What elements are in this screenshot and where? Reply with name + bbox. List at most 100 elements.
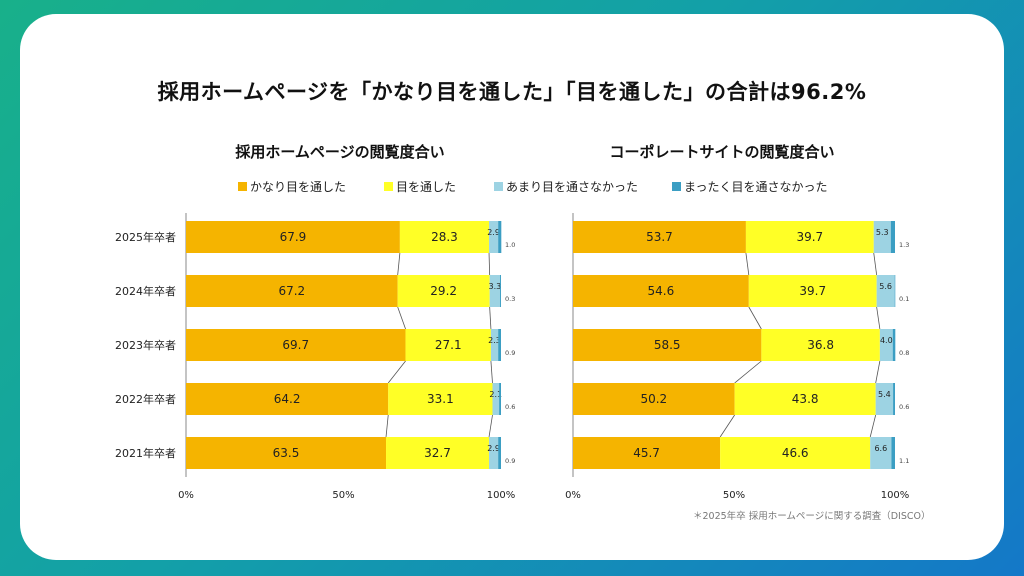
data-label: 5.3 [876,228,889,237]
category-label: 2023年卒者 [115,338,176,352]
data-label: 28.3 [431,230,458,244]
data-label: 0.6 [505,403,515,411]
legend-item-not-at-all: まったく目を通さなかった [672,178,828,195]
data-label: 27.1 [435,338,462,352]
bar-segment [498,221,502,253]
bar-segment [573,329,762,361]
legend-item-read: 目を通した [384,178,456,195]
data-label: 0.3 [505,295,515,303]
bar-segment [745,221,874,253]
bar-segment [892,329,896,361]
bar-segment [489,221,499,253]
bar-segment [492,383,500,415]
data-label: 3.3 [488,282,501,291]
data-label: 69.7 [282,338,309,352]
bar-segment [386,437,490,469]
bar-segment [490,329,499,361]
bar-segment [186,329,406,361]
data-label: 0.1 [899,295,909,303]
data-label: 45.7 [633,446,660,460]
footnote: ＊2025年卒 採用ホームページに関する調査（DISCO） [693,511,931,522]
bar-segment [573,383,735,415]
series-connector [734,360,762,384]
data-label: 36.8 [807,338,834,352]
data-label: 2.9 [487,444,500,453]
bar-segment [186,275,398,307]
bar-segment [890,221,895,253]
data-label: 0.6 [899,403,909,411]
chart-title-recruit-homepage: 採用ホームページの閲覧度合い [235,143,445,161]
bar-segment [489,437,499,469]
data-label: 6.6 [874,444,887,453]
data-label: 29.2 [430,284,457,298]
category-label: 2025年卒者 [115,230,176,244]
bar-segment [873,221,891,253]
series-connector [875,360,881,384]
x-tick-label: 100% [881,490,910,501]
series-connector [873,252,878,276]
data-label: 63.5 [273,446,300,460]
legend-swatch-very-much [238,182,247,191]
bar-segment [573,221,746,253]
data-label: 5.4 [878,390,891,399]
bar-segment [498,329,501,361]
series-connector [869,414,877,438]
category-label: 2022年卒者 [115,392,176,406]
data-label: 53.7 [646,230,673,244]
data-label: 0.9 [505,349,515,357]
page-title: 採用ホームページを「かなり目を通した」「目を通した」の合計は96.2% [157,80,867,104]
legend-label: かなり目を通した [250,180,347,194]
legend: かなり目を通した 目を通した あまり目を通さなかった まったく目を通さなかった [0,178,1024,198]
bar-segment [500,275,501,307]
bar-segment [573,437,721,469]
data-label: 67.9 [280,230,307,244]
series-connector [719,414,735,438]
bar-segment [388,383,493,415]
x-tick-label: 100% [487,490,516,501]
series-connector [488,414,493,438]
legend-swatch-not-at-all [672,182,681,191]
bar-segment [498,437,501,469]
bar-segment [499,383,501,415]
bar-segment [875,383,894,415]
data-label: 0.9 [505,457,515,465]
series-connector [387,360,406,384]
data-label: 0.8 [899,349,909,357]
bar-segment [734,383,876,415]
data-label: 39.7 [796,230,823,244]
bar-segment [891,437,895,469]
data-label: 2.1 [489,390,502,399]
x-tick-label: 50% [723,490,745,501]
data-label: 43.8 [792,392,819,406]
category-label: 2021年卒者 [115,446,176,460]
legend-label: まったく目を通さなかった [684,180,828,194]
data-label: 2.3 [488,336,501,345]
legend-label: 目を通した [396,180,457,194]
bar-segment [186,383,389,415]
legend-label: あまり目を通さなかった [506,180,639,194]
data-label: 58.5 [654,338,681,352]
bar-segment [186,221,400,253]
bar-segment [397,275,490,307]
series-connector [876,306,881,330]
bar-segment [876,275,895,307]
series-connector [385,414,389,438]
legend-item-not-much: あまり目を通さなかった [494,178,638,195]
series-connector [397,252,401,276]
data-label: 1.1 [899,457,909,465]
legend-item-very-much: かなり目を通した [238,178,346,195]
data-label: 46.6 [782,446,809,460]
data-label: 67.2 [278,284,305,298]
legend-swatch-read [384,182,393,191]
bar-segment [748,275,877,307]
bar-segment [573,275,749,307]
data-label: 33.1 [427,392,454,406]
series-connector [397,306,406,330]
x-tick-label: 0% [178,490,194,501]
bar-segment [879,329,893,361]
chart-title-corporate-site: コーポレートサイトの閲覧度合い [609,143,835,161]
data-label: 50.2 [640,392,667,406]
legend-swatch-not-much [494,182,503,191]
bar-segment [870,437,892,469]
data-label: 32.7 [424,446,451,460]
